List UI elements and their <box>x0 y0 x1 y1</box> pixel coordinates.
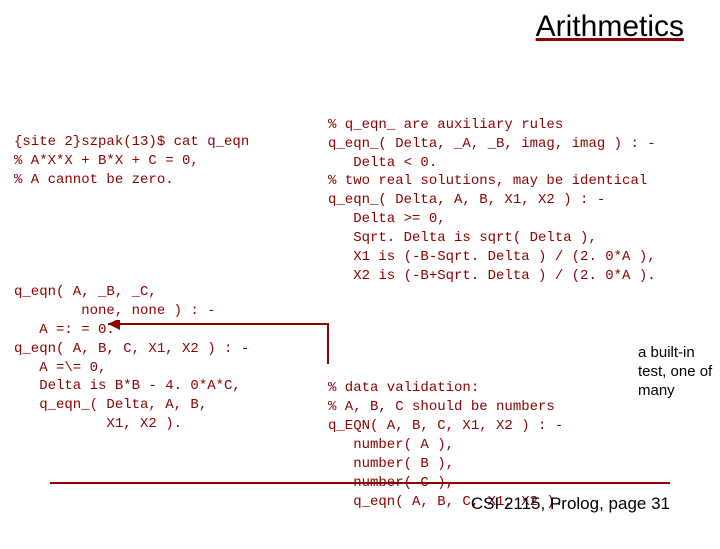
annotation-text: a built-in test, one of many <box>638 344 716 400</box>
footer-divider <box>50 482 670 484</box>
spacer <box>328 324 708 342</box>
code-block-left-2: q_eqn( A, _B, _C, none, none ) : - A =: … <box>14 283 314 434</box>
code-right-column: % q_eqn_ are auxiliary rules q_eqn_( Del… <box>328 78 708 549</box>
page-title: Arithmetics <box>536 10 684 44</box>
code-block-right-1: % q_eqn_ are auxiliary rules q_eqn_( Del… <box>328 116 708 286</box>
slide: Arithmetics {site 2}szpak(13)$ cat q_eqn… <box>0 0 720 540</box>
code-block-left-1: {site 2}szpak(13)$ cat q_eqn % A*X*X + B… <box>14 133 314 190</box>
footer-text: CSI 2115, Prolog, page 31 <box>471 494 670 514</box>
spacer <box>14 227 314 245</box>
code-left-column: {site 2}szpak(13)$ cat q_eqn % A*X*X + B… <box>14 95 314 472</box>
